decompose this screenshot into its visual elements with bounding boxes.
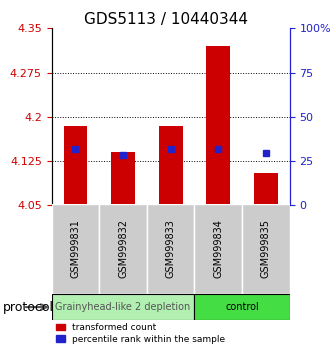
Text: GSM999833: GSM999833 bbox=[166, 219, 176, 278]
Text: GSM999835: GSM999835 bbox=[261, 219, 271, 278]
FancyBboxPatch shape bbox=[99, 204, 147, 294]
Bar bbox=[254, 173, 278, 205]
Bar bbox=[206, 46, 230, 205]
FancyBboxPatch shape bbox=[52, 204, 99, 294]
Legend: transformed count, percentile rank within the sample: transformed count, percentile rank withi… bbox=[56, 323, 225, 344]
Text: control: control bbox=[225, 302, 259, 312]
Text: Grainyhead-like 2 depletion: Grainyhead-like 2 depletion bbox=[55, 302, 191, 312]
Text: protocol: protocol bbox=[3, 301, 54, 314]
Bar bbox=[111, 152, 135, 205]
Text: GSM999832: GSM999832 bbox=[118, 219, 128, 278]
Text: GSM999834: GSM999834 bbox=[213, 219, 223, 278]
FancyBboxPatch shape bbox=[194, 204, 242, 294]
FancyBboxPatch shape bbox=[242, 204, 290, 294]
Text: GDS5113 / 10440344: GDS5113 / 10440344 bbox=[85, 12, 248, 27]
Bar bbox=[159, 126, 182, 205]
FancyBboxPatch shape bbox=[52, 294, 194, 320]
Bar bbox=[64, 126, 87, 205]
FancyBboxPatch shape bbox=[194, 294, 290, 320]
Text: GSM999831: GSM999831 bbox=[70, 219, 81, 278]
FancyBboxPatch shape bbox=[147, 204, 194, 294]
